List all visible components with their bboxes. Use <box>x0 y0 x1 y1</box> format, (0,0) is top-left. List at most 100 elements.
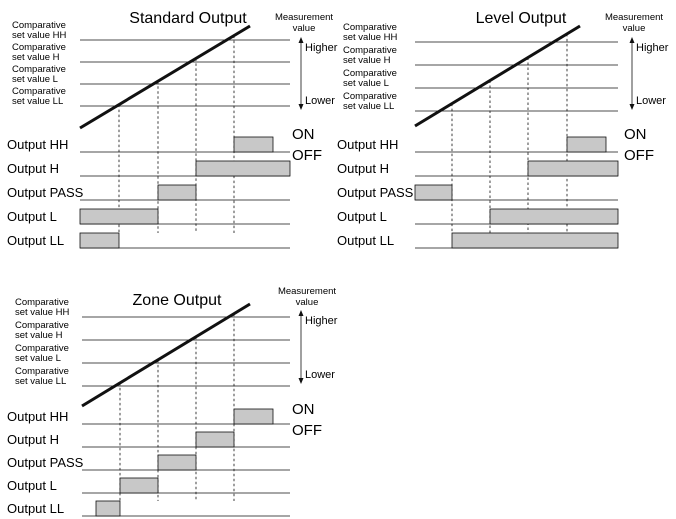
output-l-on-bar <box>489 208 619 225</box>
output-ll-label: Output LL <box>7 501 64 516</box>
output-h-row: Output H <box>337 160 619 177</box>
output-pass-row: Output PASS <box>7 454 290 471</box>
output-l-label: Output L <box>7 209 57 224</box>
on-label: ON <box>292 401 315 418</box>
comparative-label: Comparative <box>343 68 397 79</box>
output-h-on-bar <box>195 431 235 448</box>
comparative-label: set value L <box>15 353 61 364</box>
measurement-line <box>414 24 581 128</box>
arrow-down-icon <box>298 378 304 384</box>
comparative-label: set value HH <box>12 30 67 41</box>
output-hh-row: Output HH <box>7 408 290 425</box>
output-pass-label: Output PASS <box>337 185 414 200</box>
off-label: OFF <box>292 147 322 164</box>
higher-label: Higher <box>305 42 338 54</box>
comparative-label: set value H <box>15 330 63 341</box>
output-h-on-bar <box>195 160 291 177</box>
comparative-label: set value HH <box>15 307 70 318</box>
output-l-on-bar <box>79 208 159 225</box>
diagram-title: Level Output <box>476 10 567 27</box>
output-l-row: Output L <box>337 208 619 225</box>
output-hh-on-bar <box>566 136 607 153</box>
measurement-value-label: value <box>623 23 646 34</box>
output-l-label: Output L <box>7 478 57 493</box>
comparative-label: Comparative <box>12 20 66 31</box>
comparative-label: Comparative <box>12 42 66 53</box>
output-ll-label: Output LL <box>337 233 394 248</box>
diagram-title: Zone Output <box>133 292 223 309</box>
output-hh-label: Output HH <box>7 137 68 152</box>
output-h-label: Output H <box>7 161 59 176</box>
comparative-label: Comparative <box>12 64 66 75</box>
lower-label: Lower <box>305 369 335 381</box>
higher-label: Higher <box>305 315 338 327</box>
output-h-row: Output H <box>7 160 291 177</box>
comparative-label: set value H <box>12 52 60 63</box>
output-pass-row: Output PASS <box>7 184 290 201</box>
output-h-label: Output H <box>7 432 59 447</box>
output-pass-row: Output PASS <box>337 184 618 201</box>
arrow-up-icon <box>298 37 304 43</box>
output-hh-row: Output HH <box>7 136 290 153</box>
output-ll-row: Output LL <box>337 232 619 249</box>
output-h-on-bar <box>527 160 619 177</box>
output-ll-on-bar <box>451 232 619 249</box>
output-ll-label: Output LL <box>7 233 64 248</box>
comparative-label: set value L <box>12 74 58 85</box>
output-ll-row: Output LL <box>7 232 290 249</box>
comparative-label: Comparative <box>343 45 397 56</box>
output-hh-label: Output HH <box>337 137 398 152</box>
measurement-value-label: Measurement <box>278 286 336 297</box>
comparative-label: set value LL <box>12 96 63 107</box>
output-ll-on-bar <box>79 232 120 249</box>
measurement-value-label: value <box>296 297 319 308</box>
comparative-label: set value LL <box>15 376 66 387</box>
output-pass-on-bar <box>414 184 453 201</box>
output-hh-label: Output HH <box>7 409 68 424</box>
comparative-label: Comparative <box>12 86 66 97</box>
output-h-row: Output H <box>7 431 290 448</box>
off-label: OFF <box>624 147 654 164</box>
measurement-line <box>79 24 251 130</box>
comparative-label: set value H <box>343 55 391 66</box>
diagram-title: Standard Output <box>129 10 247 27</box>
output-pass-on-bar <box>157 184 197 201</box>
off-label: OFF <box>292 422 322 439</box>
on-label: ON <box>624 126 647 143</box>
output-hh-on-bar <box>233 136 274 153</box>
comparative-label: Comparative <box>15 320 69 331</box>
arrow-down-icon <box>298 104 304 110</box>
measurement-value-label: Measurement <box>605 12 663 23</box>
output-l-row: Output L <box>7 208 290 225</box>
comparative-label: Comparative <box>343 22 397 33</box>
lower-label: Lower <box>305 95 335 107</box>
output-ll-row: Output LL <box>7 500 290 517</box>
output-l-row: Output L <box>7 477 290 494</box>
comparative-label: Comparative <box>343 91 397 102</box>
comparative-label: set value HH <box>343 32 398 43</box>
arrow-up-icon <box>629 37 635 43</box>
comparative-label: Comparative <box>15 366 69 377</box>
measurement-line <box>81 302 251 408</box>
output-pass-label: Output PASS <box>7 185 84 200</box>
comparative-label: set value L <box>343 78 389 89</box>
output-pass-label: Output PASS <box>7 455 84 470</box>
comparative-label: Comparative <box>15 343 69 354</box>
output-l-on-bar <box>119 477 159 494</box>
output-hh-row: Output HH <box>337 136 618 153</box>
on-label: ON <box>292 126 315 143</box>
higher-label: Higher <box>636 42 669 54</box>
output-hh-on-bar <box>233 408 274 425</box>
lower-label: Lower <box>636 95 666 107</box>
output-ll-on-bar <box>95 500 121 517</box>
output-h-label: Output H <box>337 161 389 176</box>
measurement-value-label: value <box>293 23 316 34</box>
arrow-down-icon <box>629 104 635 110</box>
arrow-up-icon <box>298 310 304 316</box>
output-l-label: Output L <box>337 209 387 224</box>
comparative-label: set value LL <box>343 101 394 112</box>
